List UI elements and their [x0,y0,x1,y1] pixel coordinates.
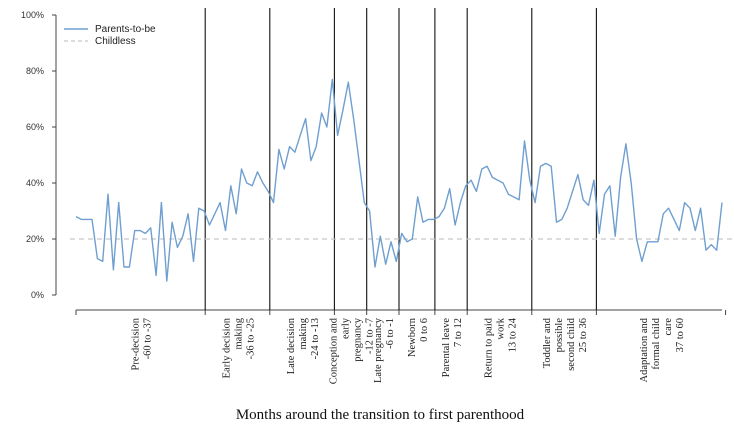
period-label-9: 37 to 60 [675,318,686,352]
period-label-3: Conception and [329,317,340,384]
y-tick-label: 40% [26,178,44,188]
period-label-4: -6 to -1 [385,318,396,349]
period-label-3: -12 to -7 [365,318,376,354]
period-label-8: possible [554,318,565,353]
axes: 0% 20% 40% 60% 80% 100% [21,10,727,315]
y-tick-label: 80% [26,66,44,76]
period-label-4: Late pregnancy [373,317,384,383]
period-label-1: -36 to -25 [246,318,257,359]
period-label-9: care [663,318,674,336]
period-label-9: Adaptation and [639,317,650,382]
parents-series [75,78,723,282]
y-tick-label: 100% [21,10,44,20]
period-label-0: Pre-decision [131,317,142,370]
period-label-5: Newborn [407,317,418,357]
period-label-2: -24 to -13 [310,318,321,359]
period-label-0: -60 to -37 [143,318,154,359]
period-label-2: Late decision [286,317,297,374]
period-label-7: work [495,317,506,339]
x-axis-title: Months around the transition to first pa… [236,407,525,423]
period-label-2: making [298,317,309,349]
period-label-3: early [341,317,352,339]
period-label-1: making [234,317,245,349]
parents-to-be-line [75,78,723,282]
period-label-6: Parental leave [441,318,452,378]
period-label-7: 13 to 24 [507,317,518,352]
y-tick-label: 0% [31,290,44,300]
period-label-9: formal child [651,317,662,369]
legend-childless-label: Childless [95,36,136,47]
period-labels: Pre-decision -60 to -37 Early decision maki… [131,317,686,384]
y-tick-label: 60% [26,122,44,132]
period-label-1: Early decision [222,317,233,378]
period-label-3: pregnancy [353,317,364,361]
legend-parents-label: Parents-to-be [95,24,156,35]
y-tick-label: 20% [26,234,44,244]
period-label-5: 0 to 6 [419,318,430,342]
period-label-8: 25 to 36 [578,318,589,352]
period-label-8: Toddler and [542,317,553,368]
legend: Parents-to-be Childless [64,24,156,47]
period-dividers [204,8,597,310]
period-label-8: second child [566,317,577,371]
period-label-6: 7 to 12 [453,318,464,347]
period-label-7: Return to paid [483,317,494,378]
